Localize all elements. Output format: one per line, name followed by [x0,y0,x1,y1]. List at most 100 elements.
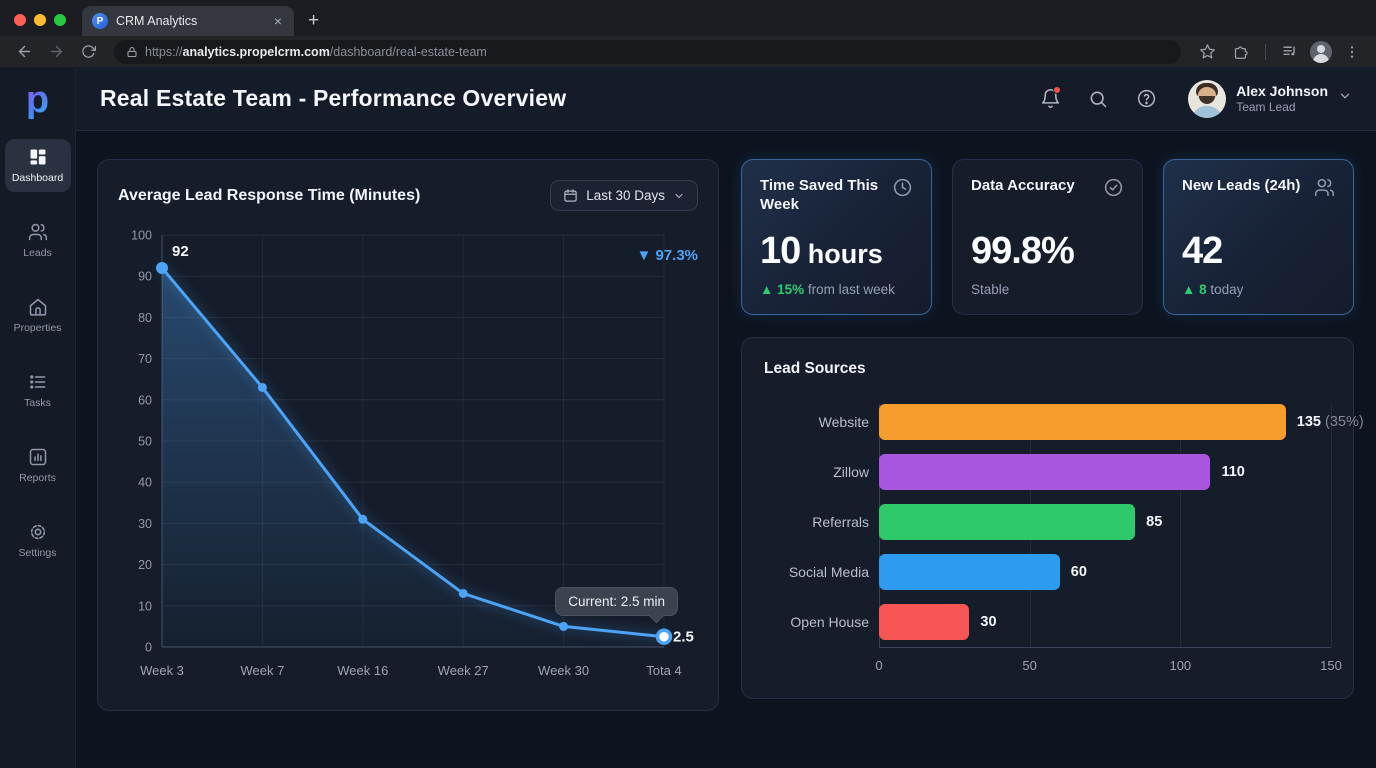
x-axis-tick: 50 [1022,658,1037,673]
response-time-title: Average Lead Response Time (Minutes) [118,186,421,204]
bar-category-label: Website [818,414,869,430]
browser-toolbar: https://analytics.propelcrm.com/dashboar… [0,36,1376,67]
extensions-icon[interactable] [1227,40,1255,64]
svg-text:30: 30 [138,517,152,531]
app-header: Real Estate Team - Performance Overview [76,67,1376,131]
bar-track: 110 [879,454,1331,490]
help-icon [1137,89,1155,108]
svg-text:50: 50 [138,435,152,449]
window-zoom-button[interactable] [54,14,66,26]
search-icon [1090,91,1107,107]
sidebar-item-label: Tasks [24,397,51,409]
stat-footnote: Stable [971,282,1010,297]
notifications-button[interactable] [1038,85,1062,111]
current-value-tooltip: Current: 2.5 min [555,587,678,616]
user-avatar [1188,79,1227,118]
side-panel-icon[interactable] [1276,40,1304,64]
dashboard-icon [30,149,45,165]
dashboard-content: Average Lead Response Time (Minutes) Las… [76,131,1376,768]
svg-text:2.5: 2.5 [673,629,694,646]
reload-icon[interactable] [74,40,102,64]
bar-row-website: Website 135 (35%) [764,404,1364,440]
forward-icon[interactable] [42,40,70,64]
app-logo[interactable]: p [25,79,50,121]
tab-favicon: P [92,13,108,29]
sidebar-item-label: Properties [13,322,62,334]
delta-badge: ▼ 97.3% [636,247,698,264]
sidebar-nav: Dashboard Leads Properties Tasks Reports… [0,139,75,567]
page-title: Real Estate Team - Performance Overview [100,85,567,111]
svg-text:80: 80 [138,311,152,325]
bell-icon [1041,89,1059,108]
bar-track: 60 [879,554,1331,590]
toolbar-divider [1265,43,1266,60]
users-icon [1314,177,1335,203]
stat-footnote: ▲ 15% from last week [760,282,895,297]
stat-card-data-accuracy: Data Accuracy 99.8% Stable [952,159,1143,315]
browser-menu-icon[interactable] [1338,40,1366,64]
sidebar-item-properties[interactable]: Properties [5,289,71,342]
stat-card-time-saved: Time Saved This Week 10 hours ▲ 15% from… [741,159,932,315]
svg-text:10: 10 [138,599,152,613]
svg-text:0: 0 [145,641,152,655]
users-icon [28,223,47,241]
bar-row-referrals: Referrals 85 [764,504,1331,540]
tab-title: CRM Analytics [116,14,198,28]
bar-value-label: 85 [1146,514,1163,530]
sidebar-item-label: Leads [23,247,52,259]
bar-track: 85 [879,504,1331,540]
lead-sources-title: Lead Sources [764,360,866,377]
gear-icon [30,524,45,540]
stat-title: Data Accuracy [971,177,1075,194]
window-minimize-button[interactable] [34,14,46,26]
svg-text:60: 60 [138,393,152,407]
svg-text:20: 20 [138,558,152,572]
svg-text:Tota 4: Tota 4 [646,663,681,678]
check-circle-icon [1103,177,1124,203]
chevron-down-icon [1338,89,1352,108]
x-axis-tick: 0 [875,658,883,673]
sidebar-item-settings[interactable]: Settings [5,514,71,567]
toolbar-actions [1193,40,1366,64]
search-button[interactable] [1086,87,1110,111]
help-button[interactable] [1134,87,1158,111]
back-icon[interactable] [10,40,38,64]
bookmark-star-icon[interactable] [1193,40,1221,64]
bar-value-label: 135 (35%) [1296,414,1364,430]
lead-sources-chart: Website 135 (35%) Zillow 110 Referrals 85 Soci… [764,404,1364,676]
home-icon [29,298,46,316]
svg-text:Week 27: Week 27 [438,663,489,678]
bar-fill [879,404,1286,440]
bar-value-suffix: (35%) [1321,414,1364,430]
date-range-dropdown[interactable]: Last 30 Days [550,180,698,211]
sidebar-item-dashboard[interactable]: Dashboard [4,139,71,192]
lead-sources-card: Lead Sources Website 135 (35%) Zillow 110 Re… [741,337,1364,699]
response-time-chart-area: 0 10 20 30 40 50 60 70 80 90 100 Week 3 Week 7 Week 1… [118,219,700,697]
bar-fill [879,454,1211,490]
user-name: Alex Johnson [1236,82,1328,99]
notification-dot [1053,85,1062,94]
window-close-button[interactable] [14,14,26,26]
browser-profile-avatar[interactable] [1310,40,1332,63]
svg-text:Week 16: Week 16 [337,663,388,678]
address-bar[interactable]: https://analytics.propelcrm.com/dashboar… [114,39,1181,64]
sidebar-item-leads[interactable]: Leads [5,214,71,267]
sidebar-item-label: Settings [18,547,57,559]
bar-row-open-house: Open House 30 [764,604,1331,640]
stat-footnote: ▲ 8 today [1182,282,1244,297]
bar-category-label: Referrals [812,514,869,530]
sidebar-item-reports[interactable]: Reports [5,439,71,492]
bar-track: 30 [879,604,1331,640]
bar-fill [879,504,1136,540]
new-tab-button[interactable]: + [308,10,320,31]
browser-tab[interactable]: P CRM Analytics × [82,6,294,36]
stat-title: New Leads (24h) [1182,177,1301,194]
browser-tab-strip: P CRM Analytics × + [0,0,1376,36]
stat-card-new-leads: New Leads (24h) 42 ▲ 8 today [1163,159,1354,315]
sidebar-item-tasks[interactable]: Tasks [5,364,71,417]
stat-value: 42 [1182,230,1223,272]
right-column: Time Saved This Week 10 hours ▲ 15% from… [741,159,1364,768]
bar-chart-icon [29,448,46,466]
tab-close-icon[interactable]: × [273,13,282,29]
user-menu[interactable]: Alex Johnson Team Lead [1188,79,1352,118]
